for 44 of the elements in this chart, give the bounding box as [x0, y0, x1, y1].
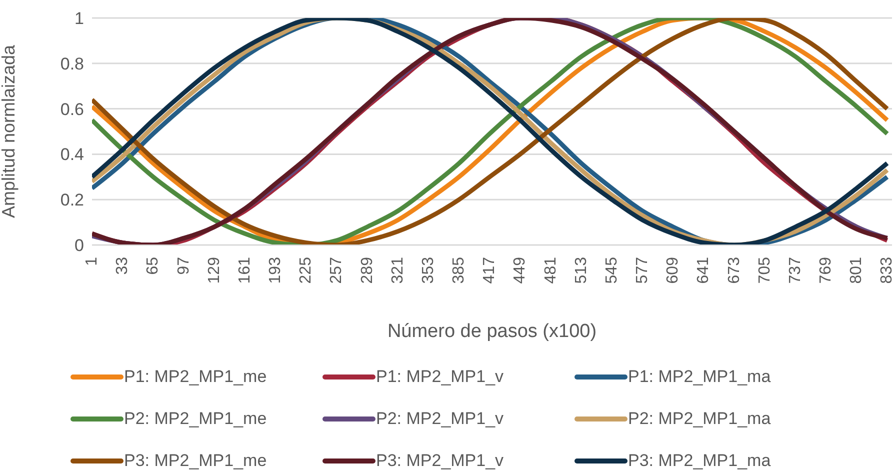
- x-tick-label: 481: [542, 256, 560, 284]
- legend-label: P3: MP2_MP1_me: [124, 451, 267, 471]
- legend-label: P1: MP2_MP1_v: [376, 367, 504, 387]
- legend-label: P2: MP2_MP1_me: [124, 409, 267, 429]
- y-tick-label: 0: [74, 236, 84, 256]
- x-tick-label: 449: [512, 256, 529, 284]
- legend-label: P1: MP2_MP1_me: [124, 367, 267, 387]
- legend-label: P3: MP2_MP1_ma: [628, 451, 771, 471]
- x-tick-label: 193: [267, 256, 284, 284]
- legend-label: P2: MP2_MP1_v: [376, 409, 504, 429]
- x-tick-label: 129: [206, 256, 223, 284]
- x-tick-label: 161: [236, 256, 254, 284]
- x-tick-label: 33: [114, 256, 132, 275]
- x-tick-label: 577: [634, 256, 652, 284]
- x-tick-label: 417: [481, 256, 498, 284]
- x-tick-label: 705: [756, 256, 774, 284]
- x-tick-label: 321: [389, 256, 406, 284]
- x-tick-label: 1: [84, 256, 100, 266]
- x-tick-label: 97: [175, 256, 192, 275]
- x-tick-label: 257: [328, 256, 346, 284]
- x-tick-label: 673: [726, 256, 743, 284]
- legend-label: P1: MP2_MP1_ma: [628, 367, 771, 387]
- y-tick-label: 0.8: [60, 54, 84, 74]
- y-tick-label: 0.2: [60, 190, 84, 210]
- y-tick-label: 0.6: [60, 100, 84, 119]
- x-tick-label: 65: [144, 256, 162, 275]
- legend-label: P2: MP2_MP1_ma: [628, 409, 771, 429]
- x-tick-label: 641: [695, 256, 712, 284]
- x-tick-label: 289: [358, 256, 376, 284]
- y-axis-title: Amplitud normlaizada: [0, 44, 18, 218]
- x-tick-label: 737: [786, 256, 804, 284]
- x-tick-label: 769: [818, 256, 835, 284]
- x-tick-label: 801: [848, 256, 866, 284]
- x-tick-label: 385: [450, 256, 468, 284]
- y-tick-label: 0.4: [60, 145, 84, 164]
- x-tick-label: 353: [420, 256, 437, 284]
- x-tick-label: 609: [664, 256, 682, 284]
- y-tick-label: 1: [74, 9, 84, 28]
- x-tick-label: 545: [603, 256, 620, 284]
- legend-label: P3: MP2_MP1_v: [376, 451, 504, 471]
- x-tick-label: 225: [298, 256, 315, 284]
- x-tick-label: 513: [572, 256, 590, 284]
- x-tick-label: 833: [878, 256, 894, 284]
- x-axis-title: Número de pasos (x100): [387, 321, 597, 342]
